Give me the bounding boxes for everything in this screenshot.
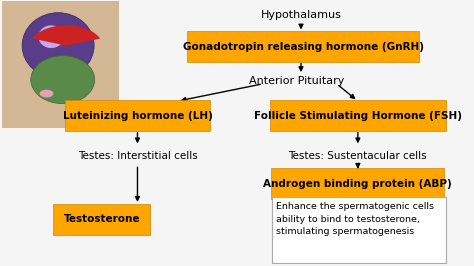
FancyBboxPatch shape — [272, 197, 446, 263]
Text: Enhance the spermatogenic cells
ability to bind to testosterone,
stimulating spe: Enhance the spermatogenic cells ability … — [276, 202, 434, 236]
Text: Testosterone: Testosterone — [64, 214, 140, 225]
Wedge shape — [32, 25, 100, 45]
Text: Luteinizing hormone (LH): Luteinizing hormone (LH) — [63, 111, 212, 121]
FancyBboxPatch shape — [53, 204, 151, 235]
Circle shape — [39, 90, 54, 97]
Text: Anterior Pituitary: Anterior Pituitary — [248, 76, 344, 86]
Text: Testes: Sustentacular cells: Testes: Sustentacular cells — [289, 151, 427, 161]
Ellipse shape — [38, 25, 64, 48]
FancyBboxPatch shape — [187, 31, 419, 62]
FancyBboxPatch shape — [270, 101, 446, 131]
Text: Androgen binding protein (ABP): Androgen binding protein (ABP) — [264, 178, 452, 189]
Text: Hypothalamus: Hypothalamus — [261, 10, 341, 20]
FancyBboxPatch shape — [2, 1, 118, 128]
Ellipse shape — [22, 13, 94, 78]
FancyBboxPatch shape — [271, 168, 444, 199]
Text: Follicle Stimulating Hormone (FSH): Follicle Stimulating Hormone (FSH) — [254, 111, 462, 121]
FancyBboxPatch shape — [65, 101, 210, 131]
Text: Gonadotropin releasing hormone (GnRH): Gonadotropin releasing hormone (GnRH) — [183, 41, 424, 52]
Text: Testes: Interstitial cells: Testes: Interstitial cells — [78, 151, 197, 161]
Ellipse shape — [31, 56, 95, 104]
